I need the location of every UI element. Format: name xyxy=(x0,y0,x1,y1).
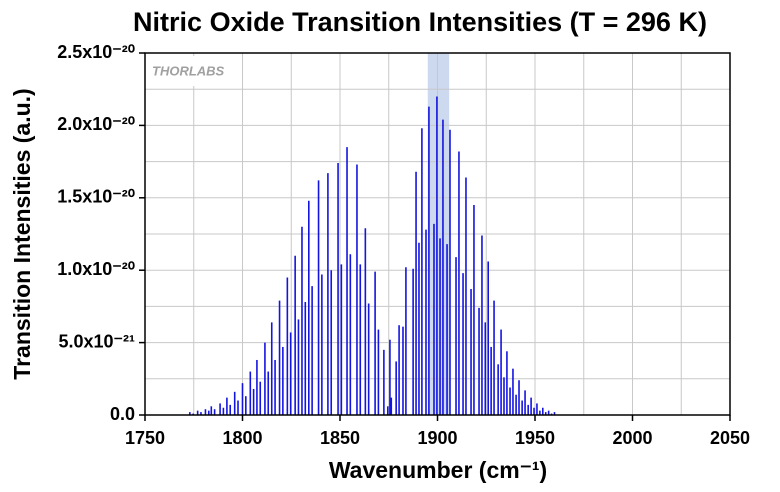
x-tick-label: 2050 xyxy=(710,428,750,448)
x-tick-label: 1850 xyxy=(320,428,360,448)
x-tick-label: 1950 xyxy=(515,428,555,448)
watermark-box xyxy=(148,56,240,86)
x-tick-label: 1800 xyxy=(222,428,262,448)
y-tick-label: 2.0x10⁻²⁰ xyxy=(57,114,135,134)
y-tick-label: 1.0x10⁻²⁰ xyxy=(57,259,135,279)
x-tick-label: 1750 xyxy=(125,428,165,448)
watermark: THORLABS xyxy=(152,63,225,78)
chart-title: Nitric Oxide Transition Intensities (T =… xyxy=(133,7,707,37)
y-tick-label: 0.0 xyxy=(110,404,135,424)
x-tick-label: 2000 xyxy=(612,428,652,448)
y-axis-label: Transition Intensities (a.u.) xyxy=(9,88,35,379)
y-tick-label: 1.5x10⁻²⁰ xyxy=(57,187,135,207)
y-tick-label: 2.5x10⁻²⁰ xyxy=(57,42,135,62)
x-axis-label: Wavenumber (cm⁻¹) xyxy=(329,457,547,483)
y-tick-label: 5.0x10⁻²¹ xyxy=(58,331,135,351)
x-tick-label: 1900 xyxy=(417,428,457,448)
